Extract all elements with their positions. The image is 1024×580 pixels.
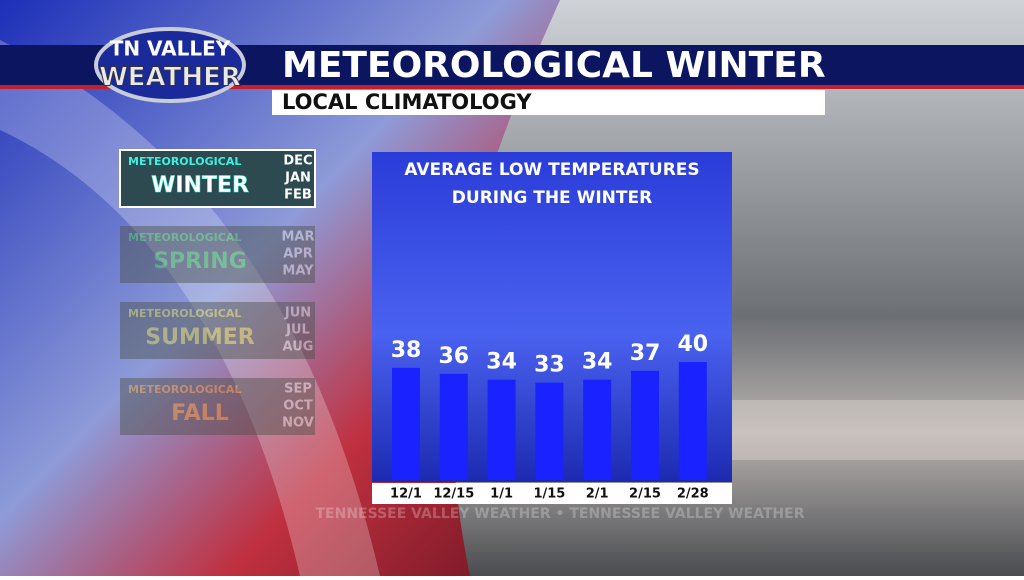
season-month: MAY [282,264,314,279]
season-label: METEOROLOGICAL [128,383,241,396]
season-list: METEOROLOGICALWINTERDECJANFEBMETEOROLOGI… [119,149,316,435]
category-strip [372,483,732,504]
season-label: METEOROLOGICAL [128,231,241,244]
chart-title: AVERAGE LOW TEMPERATURES [404,160,699,180]
header-stripe [0,85,1024,89]
season-label: METEOROLOGICAL [128,155,241,168]
bar [535,382,564,480]
data-label: 40 [677,332,708,357]
season-month: APR [283,247,313,262]
season-name: SUMMER [145,325,255,350]
season-panel: METEOROLOGICAL SUMMER JUN JUL AUG [120,302,315,359]
subtitle-bar [272,90,825,115]
season-name: SPRING [153,249,247,274]
bar [631,370,659,480]
data-label: 34 [582,350,613,375]
season-month: NOV [282,416,314,431]
season-label: METEOROLOGICAL [128,307,241,320]
season-month: JAN [284,171,311,186]
bar [583,379,612,480]
season-month: JUN [284,306,311,321]
season-month: JUL [285,323,310,338]
season-box [120,226,315,283]
data-label: 37 [630,341,661,366]
season-month: AUG [283,340,314,355]
season-panel: METEOROLOGICAL SPRING MAR APR MAY [120,226,315,283]
x-tick-label: 2/1 [586,487,609,502]
x-tick-label: 12/1 [390,487,422,502]
logo-oval [94,27,246,103]
title: METEOROLOGICAL WINTER [282,45,826,86]
chart-title: DURING THE WINTER [452,188,652,208]
data-label: 38 [391,338,422,363]
season-box [120,302,315,359]
x-tick-label: 2/28 [677,487,709,502]
season-month: SEP [284,382,312,397]
swoosh-highlight [0,40,380,576]
season-box [120,378,315,435]
data-label: 34 [486,350,517,375]
bars: 38 12/1 36 12/15 34 1/1 33 1/15 34 2/1 37 2/15 40 2/2… [390,332,709,502]
data-label: 36 [438,344,469,369]
bar [487,379,516,480]
bar [392,367,420,480]
season-month: MAR [281,230,314,245]
x-tick-label: 12/15 [433,487,474,502]
bar [439,373,468,480]
season-name: WINTER [151,173,249,198]
x-tick-label: 1/1 [490,487,513,502]
season-panel: METEOROLOGICAL WINTER DEC JAN FEB [119,149,316,208]
subtitle: LOCAL CLIMATOLOGY [282,90,532,114]
season-month: OCT [283,399,313,414]
x-tick-label: 2/15 [629,487,661,502]
x-tick-label: 1/15 [533,487,565,502]
season-panel: METEOROLOGICAL FALL SEP OCT NOV [120,378,315,435]
bar [678,362,707,480]
season-month: FEB [284,188,312,203]
logo-text: TN VALLEY [110,37,231,61]
data-label: 33 [534,353,565,378]
watermark: TENNESSEE VALLEY WEATHER • TENNESSEE VAL… [316,506,805,522]
season-box [119,149,316,208]
season-month: DEC [283,154,312,169]
season-name: FALL [171,401,229,426]
logo-text: WEATHER [99,63,241,93]
snow-ground [730,400,1024,460]
